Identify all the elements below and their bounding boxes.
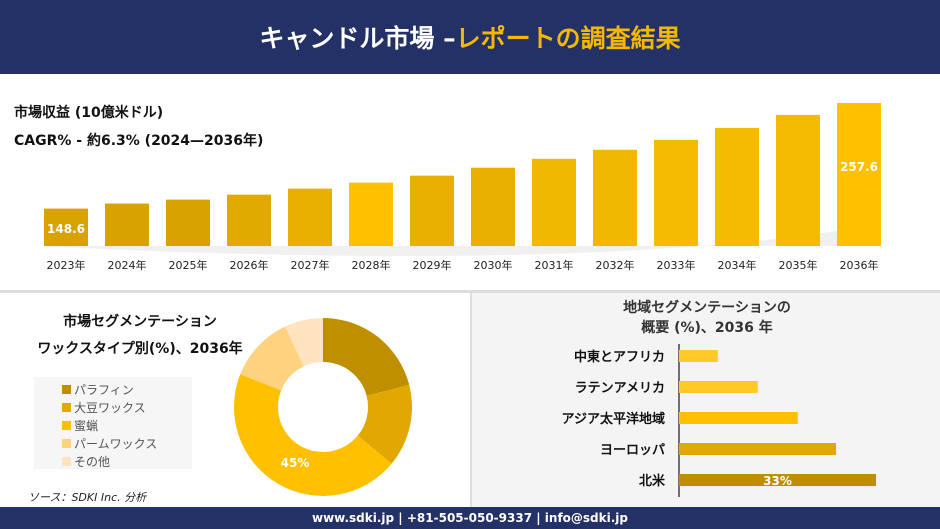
bar-2023年 xyxy=(44,208,88,246)
x-tick-label: 2033年 xyxy=(657,258,696,272)
region-subtitle: 概要 (%)、2036 年 xyxy=(641,320,773,336)
floor-shadow xyxy=(40,224,880,257)
divider xyxy=(0,290,940,293)
bar-2027年 xyxy=(288,188,332,246)
legend-item: 蜜蝋 xyxy=(62,416,192,434)
category-label: 北米 xyxy=(639,473,666,489)
category-label: アジア太平洋地域 xyxy=(562,411,665,427)
legend-swatch xyxy=(62,402,71,412)
slice-その他 xyxy=(285,318,323,367)
bar-2029年 xyxy=(410,175,454,246)
category-label: ヨーロッパ xyxy=(600,443,665,458)
x-tick-label: 2026年 xyxy=(230,258,269,272)
x-tick-label: 2025年 xyxy=(169,258,208,272)
legend-label: 蜜蝋 xyxy=(74,418,99,433)
pie-title: 市場セグメンテーション xyxy=(63,314,217,330)
wax-donut-chart: 45% xyxy=(234,318,412,496)
bar-2028年 xyxy=(349,182,393,246)
cagr-label: CAGR% - 約6.3% (2024—2036年) xyxy=(14,133,264,149)
x-tick-label: 2032年 xyxy=(596,258,635,272)
legend-swatch xyxy=(62,438,71,448)
data-label: 33% xyxy=(763,474,792,488)
bar-2033年 xyxy=(654,139,698,246)
category-label: ラテンアメリカ xyxy=(575,381,665,396)
legend-item: パームワックス xyxy=(62,434,192,452)
x-tick-label: 2028年 xyxy=(352,258,391,272)
x-tick-label: 2023年 xyxy=(47,258,86,272)
revenue-bar-chart: 2023年 148.6 2024年 2025年 2026年 2027年 2028年 2029年… xyxy=(40,103,881,272)
legend-swatch xyxy=(62,420,71,430)
legend-swatch xyxy=(62,456,71,466)
pie-subtitle: ワックスタイプ別(%)、2036年 xyxy=(37,341,243,357)
bar-2036年 xyxy=(837,103,881,246)
x-tick-label: 2036年 xyxy=(840,258,879,272)
report-title: キャンドル市場 – レポートの調査結果 xyxy=(0,0,940,74)
slice-label: 45% xyxy=(281,456,310,470)
bar-ラテンアメリカ xyxy=(679,381,758,393)
slice-パラフィン xyxy=(323,318,410,396)
bar-アジア太平洋地域 xyxy=(679,412,798,424)
bar-北米 xyxy=(679,474,876,486)
legend-item: その他 xyxy=(62,452,192,470)
title-main: キャンドル市場 – xyxy=(259,24,456,53)
revenue-chart-panel: 市場収益 (10億米ドル) CAGR% - 約6.3% (2024—2036年)… xyxy=(0,74,940,290)
x-tick-label: 2035年 xyxy=(779,258,818,272)
pie-legend: パラフィン大豆ワックス 蜜蝋パームワックス その他 xyxy=(34,377,192,469)
data-label: 257.6 xyxy=(840,160,878,174)
x-tick-label: 2034年 xyxy=(718,258,757,272)
legend-label: パームワックス xyxy=(74,436,158,451)
x-tick-label: 2030年 xyxy=(474,258,513,272)
region-title: 地域セグメンテーションの xyxy=(623,300,791,316)
legend-item: パラフィン xyxy=(62,380,192,398)
bar-2032年 xyxy=(593,149,637,246)
source-note: ソース：SDKI Inc. 分析 xyxy=(28,491,147,504)
slice-パームワックス xyxy=(240,326,304,391)
wax-type-panel: 市場セグメンテーション ワックスタイプ別(%)、2036年 パラフィン大豆ワック… xyxy=(0,293,470,507)
x-tick-label: 2027年 xyxy=(291,258,330,272)
category-label: 中東とアフリカ xyxy=(574,349,665,365)
bar-2031年 xyxy=(532,158,576,246)
bar-中東とアフリカ xyxy=(679,350,718,362)
x-tick-label: 2029年 xyxy=(413,258,452,272)
bar-2030年 xyxy=(471,167,515,246)
slice-蜜蝋 xyxy=(234,374,392,496)
x-tick-label: 2031年 xyxy=(535,258,574,272)
bar-2024年 xyxy=(105,203,149,246)
legend-label: その他 xyxy=(74,454,111,469)
region-panel: 地域セグメンテーションの 概要 (%)、2036 年 中東とアフリカ ラテンアメリ… xyxy=(470,293,940,507)
legend-swatch xyxy=(62,384,71,394)
bar-2034年 xyxy=(715,127,759,246)
x-tick-label: 2024年 xyxy=(108,258,147,272)
bar-2035年 xyxy=(776,114,820,246)
bar-2025年 xyxy=(166,199,210,246)
bar-ヨーロッパ xyxy=(679,443,837,455)
title-highlight: レポートの調査結果 xyxy=(455,24,681,53)
legend-item: 大豆ワックス xyxy=(62,398,192,416)
bar-2026年 xyxy=(227,194,271,246)
data-label: 148.6 xyxy=(47,222,85,236)
revenue-label: 市場収益 (10億米ドル) xyxy=(14,105,164,121)
legend-label: パラフィン xyxy=(74,382,134,397)
slice-大豆ワックス xyxy=(357,384,412,464)
legend-label: 大豆ワックス xyxy=(74,400,146,415)
footer-contact: www.sdki.jp | +81-505-050-9337 | info@sd… xyxy=(0,507,940,529)
